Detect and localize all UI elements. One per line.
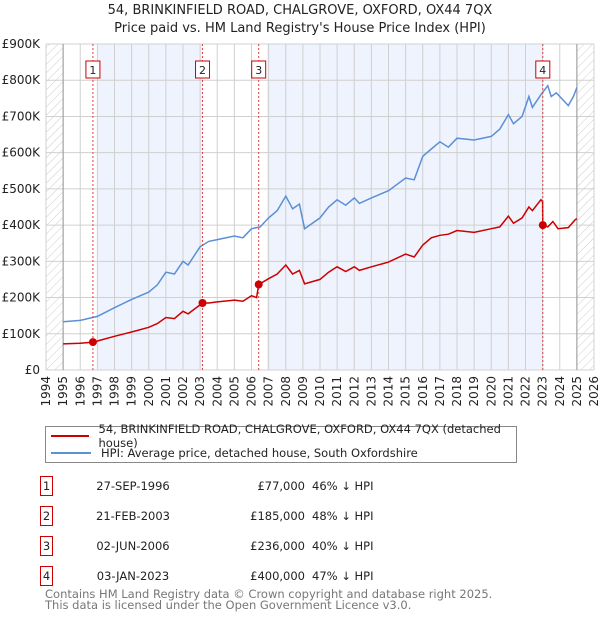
y-tick-label: £700K [2,109,42,123]
y-tick-label: £300K [2,254,42,268]
hatched-region-pre [46,44,64,370]
sale-point [88,338,97,347]
transaction-marker: 1 [40,476,53,496]
sale-label: 1 [89,64,96,77]
x-tick-label: 2018 [450,376,464,407]
transaction-marker: 2 [40,506,53,526]
footer-line-1: Contains HM Land Registry data © Crown c… [45,587,493,601]
x-tick-label: 1995 [56,376,70,407]
transaction-hpi-diff: 46% ↓ HPI [312,479,374,493]
footer-line-2: This data is licensed under the Open Gov… [45,598,412,612]
legend-label-property: 54, BRINKINFIELD ROAD, CHALGROVE, OXFORD… [98,422,501,450]
y-tick-label: £0 [25,363,40,377]
legend-label-hpi: HPI: Average price, detached house, Sout… [101,446,418,460]
x-tick-label: 2011 [330,376,344,407]
y-tick-label: £100K [2,327,42,341]
x-tick-label: 1997 [90,376,104,407]
transaction-date: 02-JUN-2006 [96,539,170,553]
x-tick-label: 2007 [262,376,276,407]
x-tick-label: 2003 [193,376,207,407]
x-tick-label: 1999 [125,376,139,407]
transaction-hpi-diff: 40% ↓ HPI [312,539,374,553]
transaction-date: 21-FEB-2003 [96,509,170,523]
sale-label: 4 [539,64,546,77]
transaction-price: £77,000 [257,479,305,493]
y-tick-label: £600K [2,146,42,160]
x-tick-label: 2014 [382,376,396,407]
transaction-price: £185,000 [250,509,305,523]
x-tick-label: 2005 [227,376,241,407]
legend-item-property: 54, BRINKINFIELD ROAD, CHALGROVE, OXFORD… [51,422,516,450]
shaded-band [266,44,543,370]
shaded-band [97,44,203,370]
sale-label-box [535,60,551,79]
legend-swatch-blue [51,452,91,454]
x-tick-label: 2010 [313,376,327,407]
x-tick-label: 2024 [553,376,567,407]
x-tick-label: 2001 [159,376,173,407]
x-tick-label: 2002 [176,376,190,407]
x-tick-label: 2023 [536,376,550,407]
x-tick-label: 2019 [467,376,481,407]
footer: Contains HM Land Registry data © Crown c… [45,587,493,612]
transaction-marker: 4 [40,566,53,586]
x-tick-label: 2016 [416,376,430,407]
sale-label-box [85,60,101,79]
hatched-region-post [576,44,594,370]
transaction-price: £400,000 [250,569,305,583]
chart-subtitle: Price paid vs. HM Land Registry's House … [114,21,486,36]
sale-point [538,221,547,230]
property-price-line [63,198,578,345]
sale-label-box [251,60,267,79]
x-tick-label: 2021 [501,376,515,407]
transaction-date: 03-JAN-2023 [96,569,170,583]
x-tick-label: 2025 [570,376,584,407]
x-tick-label: 2004 [210,376,224,407]
legend-swatch-red [51,435,89,437]
y-tick-label: £400K [2,218,42,232]
x-tick-label: 2006 [245,376,259,407]
x-tick-label: 1998 [108,376,122,407]
x-tick-label: 2013 [364,376,378,407]
x-tick-label: 2008 [279,376,293,407]
y-tick-label: £500K [2,182,42,196]
x-tick-label: 2015 [399,376,413,407]
sale-label-box [195,60,211,79]
transaction-price: £236,000 [250,539,305,553]
x-tick-label: 1994 [39,376,53,407]
legend-item-hpi: HPI: Average price, detached house, Sout… [51,445,418,461]
x-tick-label: 2017 [433,376,447,407]
y-tick-label: £900K [2,37,42,51]
sale-point [254,280,263,289]
x-tick-label: 2026 [587,376,600,407]
x-tick-label: 2012 [347,376,361,407]
sale-label: 3 [255,64,262,77]
y-tick-label: £200K [2,291,42,305]
y-tick-label: £800K [2,73,42,87]
x-tick-label: 2009 [296,376,310,407]
x-tick-label: 1996 [73,376,87,407]
hpi-line [63,84,578,323]
transaction-hpi-diff: 47% ↓ HPI [312,569,374,583]
legend: 54, BRINKINFIELD ROAD, CHALGROVE, OXFORD… [45,422,517,463]
transaction-date: 27-SEP-1996 [96,479,170,493]
transaction-marker: 3 [40,536,53,556]
x-tick-label: 2000 [142,376,156,407]
x-tick-label: 2022 [519,376,533,407]
transaction-hpi-diff: 48% ↓ HPI [312,509,374,523]
sale-label: 2 [199,64,206,77]
price-chart: 1 2 3 4 1994 1995 1996 1997 1998 1999 2000 2001 2002… [2,37,600,407]
x-tick-label: 2020 [484,376,498,407]
chart-title: 54, BRINKINFIELD ROAD, CHALGROVE, OXFORD… [107,3,493,18]
sale-point [198,298,207,307]
